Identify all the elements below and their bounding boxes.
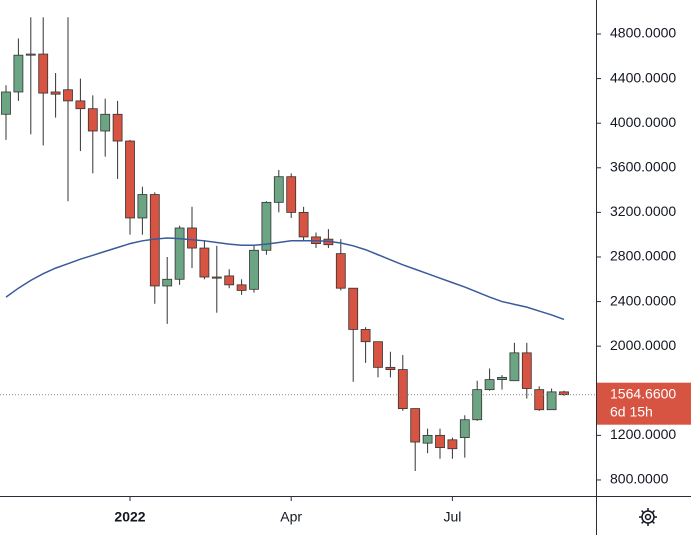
candle-body xyxy=(112,113,123,142)
candle-body xyxy=(373,341,383,368)
candle-body xyxy=(286,176,297,213)
candle-body xyxy=(187,227,197,249)
y-tick-label: 2000.0000 xyxy=(610,337,676,353)
candle-body xyxy=(137,194,148,219)
y-tick-label: 2400.0000 xyxy=(610,292,676,308)
x-tick-label: Jul xyxy=(443,509,461,525)
candle-body xyxy=(335,253,346,289)
candle-body xyxy=(13,54,24,93)
candle-body xyxy=(249,249,259,290)
candle-body xyxy=(546,391,557,411)
candle-body xyxy=(472,389,483,421)
candle-body xyxy=(211,276,222,279)
candle-body xyxy=(100,113,111,132)
candle-body xyxy=(509,352,520,382)
candle-body xyxy=(38,53,49,94)
candle-body xyxy=(236,284,247,291)
y-tick-label: 3600.0000 xyxy=(610,158,676,174)
candle-body xyxy=(459,419,470,438)
candle-body xyxy=(385,366,396,370)
x-tick-label: Apr xyxy=(280,509,302,525)
candle-body xyxy=(298,211,309,238)
y-tick-label: 4400.0000 xyxy=(610,69,676,85)
candle-body xyxy=(75,100,86,110)
candle-body xyxy=(273,176,284,203)
candle-body xyxy=(534,389,545,411)
candle-body xyxy=(125,140,135,219)
candle-body xyxy=(410,408,421,443)
y-tick-label: 4000.0000 xyxy=(610,114,676,130)
last-price-box xyxy=(597,382,691,425)
y-tick-label: 800.0000 xyxy=(610,471,669,487)
y-tick-label: 2800.0000 xyxy=(610,248,676,264)
candle-body xyxy=(224,275,235,286)
candle-body xyxy=(435,434,445,449)
candle-body xyxy=(174,227,185,280)
x-tick-label: 2022 xyxy=(114,509,145,525)
candle-body xyxy=(63,89,73,102)
y-tick-label: 4800.0000 xyxy=(610,25,676,41)
candle-body xyxy=(397,369,408,409)
candle-body xyxy=(199,247,210,278)
countdown-label: 6d 15h xyxy=(610,403,653,419)
candle-body xyxy=(447,439,458,450)
candle-body xyxy=(87,108,98,132)
last-price-label: 1564.6600 xyxy=(610,385,676,401)
candle-body xyxy=(521,352,532,389)
moving-average-line xyxy=(5,237,565,321)
candle-body xyxy=(422,434,433,444)
candle-body xyxy=(484,379,495,391)
candle-body xyxy=(162,278,173,287)
candle-body xyxy=(360,329,371,343)
y-tick-label: 3200.0000 xyxy=(610,203,676,219)
y-tick-label: 1200.0000 xyxy=(610,426,676,442)
candle-body xyxy=(261,201,272,251)
candle-body xyxy=(1,91,11,115)
candle-body xyxy=(50,91,61,95)
settings-icon[interactable] xyxy=(639,508,657,526)
candle-body xyxy=(25,53,36,56)
candle-body xyxy=(348,287,359,330)
candle-body xyxy=(497,376,507,381)
